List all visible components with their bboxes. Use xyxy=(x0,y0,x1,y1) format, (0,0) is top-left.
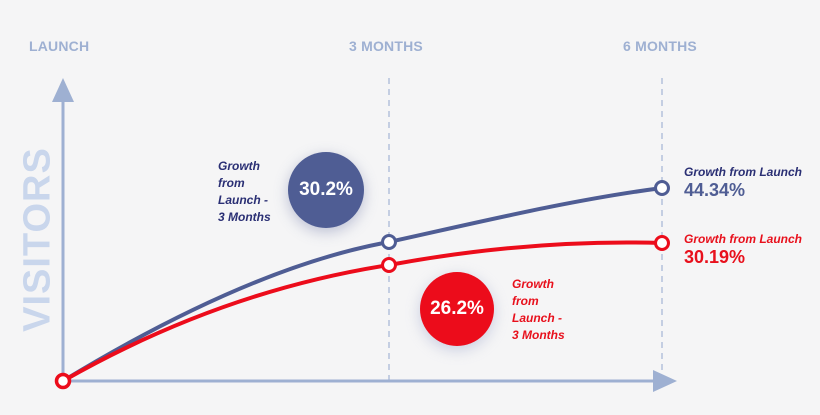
origin-marker xyxy=(54,372,72,390)
x-axis-arrow-icon xyxy=(653,370,677,392)
x-label-launch: LAUNCH xyxy=(29,38,90,54)
red-mid-value-badge: 26.2% xyxy=(420,272,494,346)
red-end-label: Growth from Launch xyxy=(684,232,802,246)
red-end-annotation: Growth from Launch 30.19% xyxy=(684,232,802,268)
blue-end-annotation: Growth from Launch 44.34% xyxy=(684,165,802,201)
y-axis-arrow-icon xyxy=(52,78,74,102)
blue-marker-3-months xyxy=(381,234,397,250)
x-label-6-months: 6 MONTHS xyxy=(623,38,697,54)
red-mid-note: Growth from Launch - 3 Months xyxy=(512,277,565,342)
red-series-line xyxy=(62,240,663,383)
blue-mid-value-badge: 30.2% xyxy=(288,152,364,228)
blue-end-label: Growth from Launch xyxy=(684,165,802,179)
blue-mid-note: Growth from Launch - 3 Months xyxy=(218,159,271,224)
red-end-value: 30.19% xyxy=(684,247,746,267)
red-marker-6-months xyxy=(654,235,670,251)
x-label-3-months: 3 MONTHS xyxy=(349,38,423,54)
blue-marker-6-months xyxy=(654,180,670,196)
blue-series-line xyxy=(61,186,663,383)
blue-end-value: 44.34% xyxy=(684,180,746,200)
red-marker-3-months xyxy=(381,257,397,273)
